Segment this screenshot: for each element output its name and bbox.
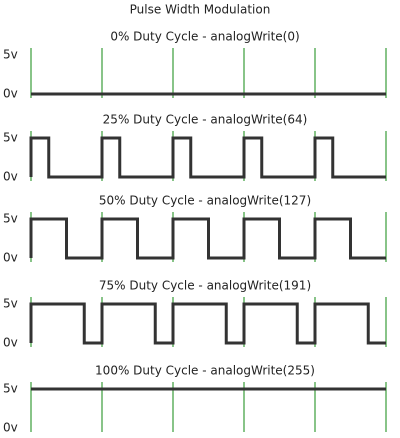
waveform	[29, 302, 386, 345]
panel-label: 75% Duty Cycle - analogWrite(191)	[99, 279, 311, 293]
high-label: 5v	[3, 48, 18, 62]
low-label: 0v	[3, 170, 18, 184]
waveform	[29, 217, 386, 260]
high-label: 5v	[3, 131, 18, 145]
panel-label: 100% Duty Cycle - analogWrite(255)	[95, 364, 315, 378]
low-label: 0v	[3, 251, 18, 265]
high-label: 5v	[3, 297, 18, 311]
low-label: 0v	[3, 87, 18, 101]
waveform	[29, 136, 386, 179]
panel-label: 50% Duty Cycle - analogWrite(127)	[99, 194, 311, 208]
high-label: 5v	[3, 212, 18, 226]
panel-label: 25% Duty Cycle - analogWrite(64)	[103, 113, 308, 127]
high-label: 5v	[3, 382, 18, 396]
diagram-title: Pulse Width Modulation	[130, 3, 271, 17]
panel-label: 0% Duty Cycle - analogWrite(0)	[110, 30, 299, 44]
low-label: 0v	[3, 336, 18, 350]
low-label: 0v	[3, 421, 18, 435]
